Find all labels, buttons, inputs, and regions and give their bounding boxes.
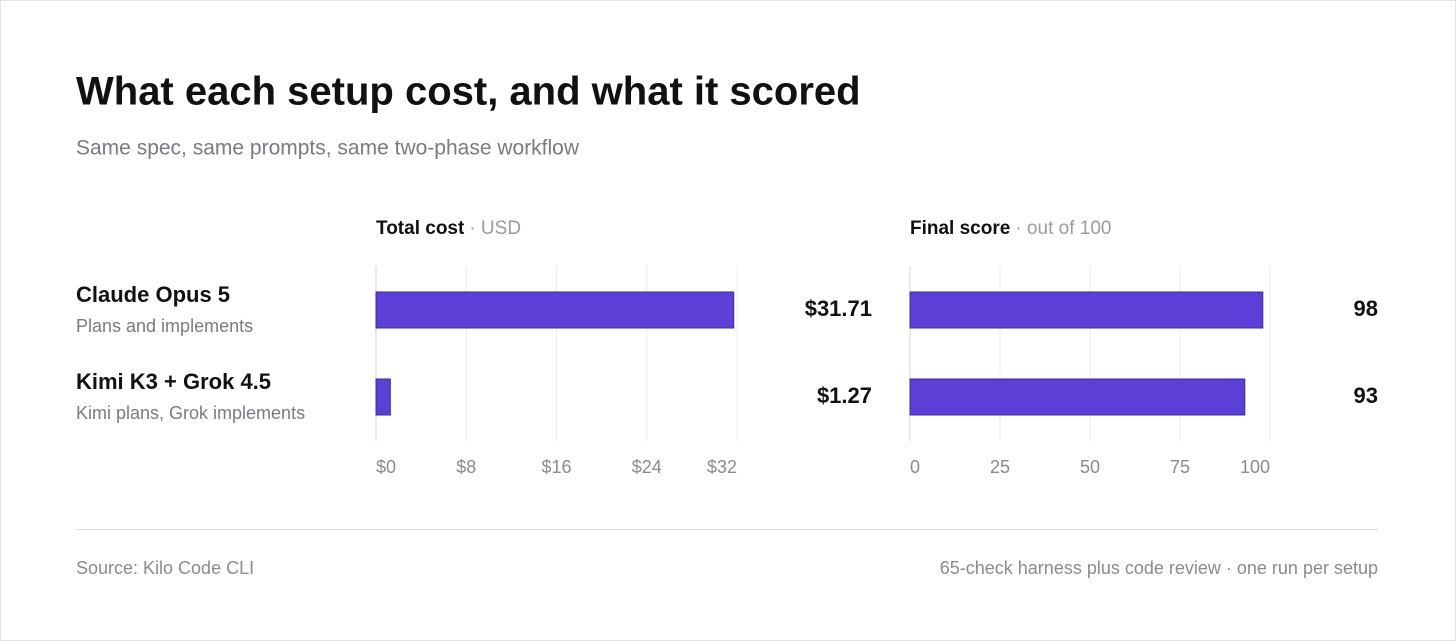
- row-label: Kimi K3 + Grok 4.5: [76, 369, 271, 394]
- x-tick-label: 0: [910, 457, 920, 477]
- panel-unit: · out of 100: [1015, 218, 1111, 239]
- panel-title: Final score · out of 100: [910, 218, 1111, 239]
- x-tick-label: $24: [632, 457, 662, 477]
- x-tick-label: 100: [1240, 457, 1270, 477]
- bar: [375, 291, 735, 329]
- row-note: Kimi plans, Grok implements: [76, 403, 305, 423]
- footnote: 65-check harness plus code review · one …: [940, 558, 1378, 578]
- source: Source: Kilo Code CLI: [76, 558, 254, 578]
- value-label: 93: [1354, 383, 1378, 408]
- panel-title-main: Final score: [910, 218, 1010, 239]
- value-label: 98: [1354, 296, 1378, 321]
- x-tick-label: 25: [990, 457, 1010, 477]
- x-tick-label: 75: [1170, 457, 1190, 477]
- x-tick-label: $16: [541, 457, 571, 477]
- chart-title: What each setup cost, and what it scored: [76, 70, 861, 114]
- bar: [909, 291, 1264, 329]
- panel-title: Total cost · USD: [376, 218, 521, 239]
- bar: [375, 378, 391, 416]
- x-tick-label: $0: [376, 457, 396, 477]
- row-label: Claude Opus 5: [76, 282, 230, 307]
- x-tick-label: $8: [456, 457, 476, 477]
- panel-unit: · USD: [469, 218, 521, 239]
- panel-title-main: Total cost: [376, 218, 465, 239]
- bar: [909, 378, 1246, 416]
- row-note: Plans and implements: [76, 316, 253, 336]
- value-label: $31.71: [805, 296, 872, 321]
- x-tick-label: 50: [1080, 457, 1100, 477]
- chart-subtitle: Same spec, same prompts, same two-phase …: [76, 137, 580, 160]
- x-tick-label: $32: [707, 457, 737, 477]
- value-label: $1.27: [817, 383, 872, 408]
